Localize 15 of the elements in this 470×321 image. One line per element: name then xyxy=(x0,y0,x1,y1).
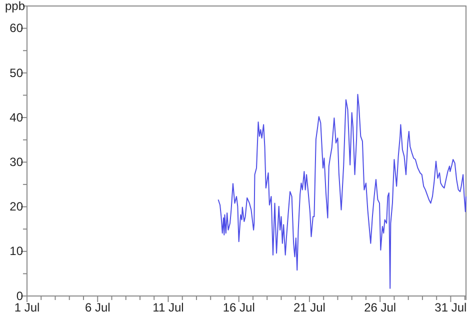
y-tick-label: 40 xyxy=(10,110,24,124)
x-tick-label: 21 Jul xyxy=(293,300,326,315)
y-tick-label: 30 xyxy=(10,154,24,169)
x-tick-label: 1 Jul xyxy=(14,300,40,315)
y-tick-label: 20 xyxy=(10,200,24,214)
y-axis-title: ppb xyxy=(4,0,26,13)
x-tick-label: 6 Jul xyxy=(84,300,110,315)
y-tick-label: 10 xyxy=(10,244,24,258)
x-tick-label: 31 Jul xyxy=(434,300,467,315)
y-tick-label: 60 xyxy=(10,21,24,36)
x-tick-label: 26 Jul xyxy=(364,300,396,315)
x-tick-label: 11 Jul xyxy=(152,300,184,315)
x-tick-label: 16 Jul xyxy=(222,300,255,315)
y-tick-label: 0 xyxy=(16,288,24,303)
y-tick-label: 50 xyxy=(10,66,24,80)
